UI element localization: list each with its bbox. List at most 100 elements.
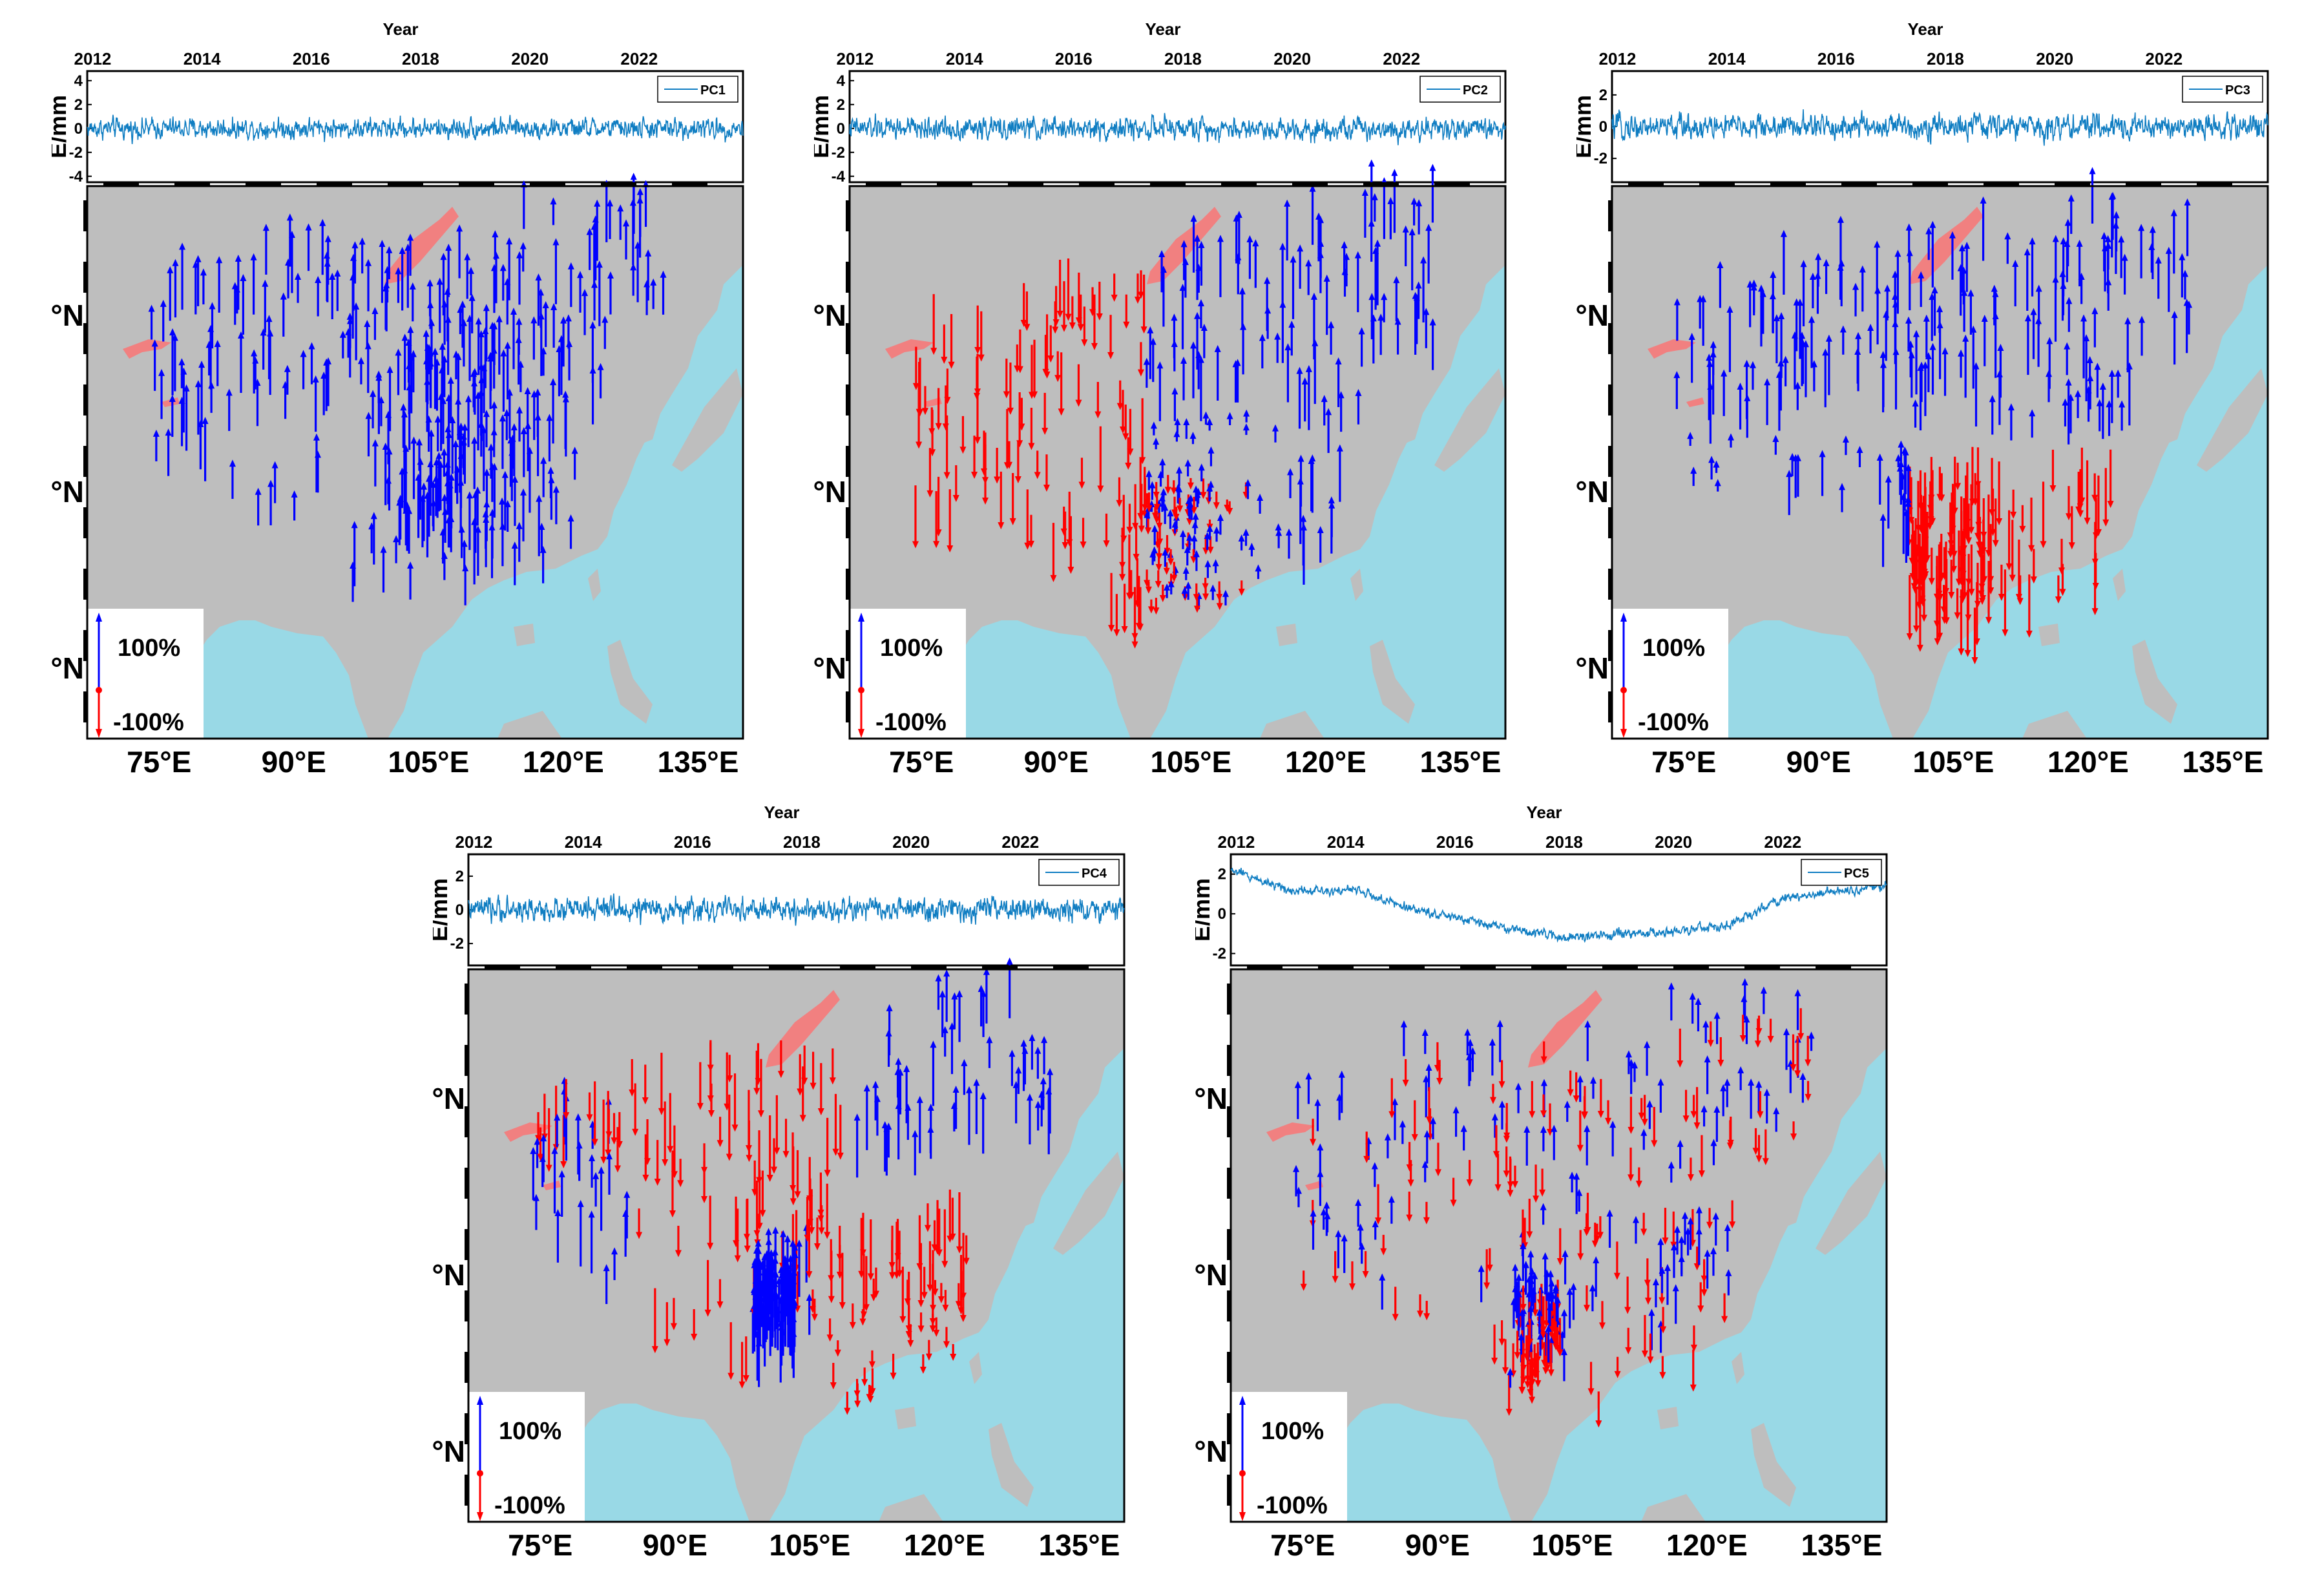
map-frame-ticks <box>465 965 1089 1506</box>
gnss-arrow <box>202 417 209 481</box>
gnss-arrow <box>482 510 489 549</box>
gnss-arrow <box>1755 1080 1763 1113</box>
gnss-arrow <box>1186 533 1193 551</box>
displacement-map: 100% -100% 15°N 30°N 45°N 75°E 90°E 105°E 120… <box>1195 965 1888 1562</box>
gnss-arrow <box>1233 214 1240 264</box>
longitude-labels: 75°E 90°E 105°E 120°E 135°E <box>1651 745 2263 779</box>
lon-label: 135°E <box>1420 745 1502 779</box>
gnss-arrow <box>1338 1070 1345 1113</box>
gnss-arrow <box>517 360 524 392</box>
gnss-arrow <box>2002 569 2009 637</box>
gnss-arrow <box>499 414 506 469</box>
gnss-arrow <box>160 299 167 342</box>
gnss-arrow <box>1296 366 1303 429</box>
gnss-arrow <box>1839 325 1847 355</box>
gnss-arrow <box>1912 399 1919 428</box>
lake-issyk-kul <box>1305 1181 1323 1190</box>
gnss-arrow <box>605 1091 612 1157</box>
map-frame-ticks <box>83 182 707 722</box>
gnss-arrow <box>1583 1285 1590 1312</box>
gnss-arrow <box>586 227 593 270</box>
gnss-arrow <box>1773 314 1780 364</box>
gnss-arrow <box>1644 1258 1651 1287</box>
gnss-arrow <box>1514 1331 1521 1360</box>
gnss-arrow <box>2108 370 2115 423</box>
hainan-island <box>1657 1407 1679 1429</box>
gnss-arrow <box>1320 1208 1327 1230</box>
gnss-arrow <box>1693 1087 1701 1130</box>
gnss-arrow <box>530 1146 537 1201</box>
gnss-arrow <box>315 275 322 317</box>
gnss-arrow <box>1140 275 1147 334</box>
gnss-arrow <box>750 1285 757 1340</box>
year-tick-labels: 2012 2014 2016 2018 2020 2022 <box>1599 49 2183 76</box>
gnss-arrow <box>1725 1268 1732 1296</box>
gnss-arrow <box>592 1172 600 1207</box>
gnss-arrow <box>1065 258 1072 321</box>
gnss-arrow <box>365 412 372 457</box>
gnss-arrow <box>490 346 497 389</box>
gnss-arrow <box>2029 237 2036 297</box>
year-tick-2014: 2014 <box>946 49 983 68</box>
ts-legend-label: PC2 <box>1463 83 1488 98</box>
gnss-arrow <box>588 1210 595 1274</box>
gnss-arrow <box>540 1134 547 1183</box>
gnss-arrow <box>235 255 242 310</box>
gnss-arrow <box>2115 369 2122 398</box>
gnss-arrow <box>1257 493 1264 514</box>
gnss-arrow <box>1134 273 1141 304</box>
frame-dash <box>1628 182 1664 186</box>
gnss-arrow <box>1421 1029 1429 1055</box>
gnss-arrow <box>717 1279 724 1309</box>
gnss-arrow <box>1974 483 1982 540</box>
gnss-arrow <box>1794 989 1801 1031</box>
gnss-arrow <box>1489 1038 1496 1076</box>
gnss-arrow <box>2099 382 2106 439</box>
gnss-arrow <box>1406 1142 1413 1172</box>
gnss-arrow <box>286 213 293 267</box>
gnss-arrow <box>1434 1142 1441 1177</box>
gnss-arrow <box>1564 1100 1571 1122</box>
frame-dash <box>601 182 636 186</box>
lon-label: 75°E <box>1651 745 1716 779</box>
lon-label: 135°E <box>658 745 739 779</box>
gnss-arrow <box>1755 1135 1763 1163</box>
gnss-arrow <box>1054 351 1062 383</box>
map-legend-box <box>1612 609 1728 739</box>
gnss-arrow <box>929 410 936 457</box>
gnss-arrow <box>1279 242 1286 306</box>
ts-y-tick-0: 0 <box>74 120 83 138</box>
gnss-arrow <box>1310 1119 1317 1146</box>
gnss-arrow <box>2024 314 2031 375</box>
gnss-arrow <box>2091 473 2099 502</box>
gnss-arrow <box>1031 339 1038 399</box>
gnss-arrow <box>1387 196 1394 240</box>
gnss-arrow <box>2059 563 2066 596</box>
gnss-arrow <box>2119 400 2126 431</box>
gnss-arrow <box>1007 362 1014 415</box>
gnss-arrow <box>1913 330 1920 395</box>
gnss-arrow <box>2046 370 2053 403</box>
gnss-arrow <box>516 251 523 305</box>
gnss-arrow <box>550 197 557 226</box>
gnss-arrow <box>357 357 364 384</box>
gnss-arrow <box>1180 240 1188 280</box>
gnss-arrow <box>1097 426 1104 493</box>
map-legend-box <box>468 1392 585 1522</box>
gnss-arrow <box>407 326 414 372</box>
gnss-arrow <box>1173 507 1180 521</box>
gnss-arrow <box>1491 1324 1498 1365</box>
gnss-arrow <box>1741 978 1748 1020</box>
gnss-arrow <box>591 1081 598 1146</box>
gnss-arrow <box>2030 308 2037 359</box>
gnss-arrow <box>616 1111 623 1148</box>
gnss-arrow <box>1695 1227 1702 1265</box>
gnss-arrow <box>1317 526 1324 563</box>
frame-dash <box>1602 965 1638 969</box>
gnss-arrow <box>1749 361 1756 390</box>
gnss-arrow <box>642 1064 649 1105</box>
gnss-arrow <box>1020 1039 1027 1091</box>
gnss-arrow <box>1423 308 1430 348</box>
legend-positive-label: 100% <box>1261 1418 1324 1445</box>
gnss-arrow <box>428 319 435 370</box>
